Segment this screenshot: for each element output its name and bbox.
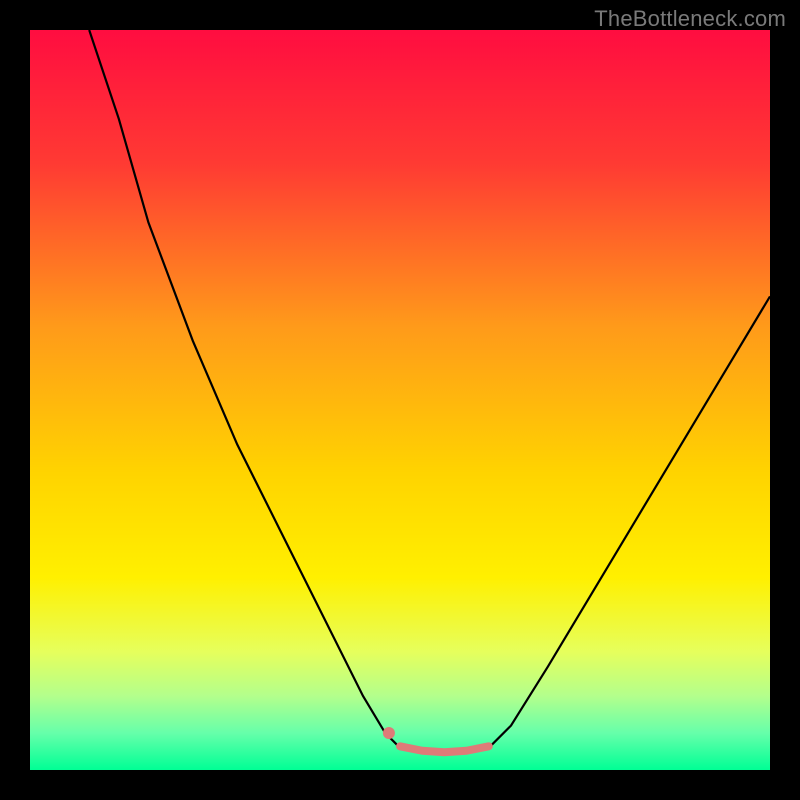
watermark-text: TheBottleneck.com bbox=[594, 6, 786, 32]
plot-area bbox=[30, 30, 770, 770]
chart-frame: TheBottleneck.com bbox=[0, 0, 800, 800]
highlight-region bbox=[30, 30, 770, 770]
